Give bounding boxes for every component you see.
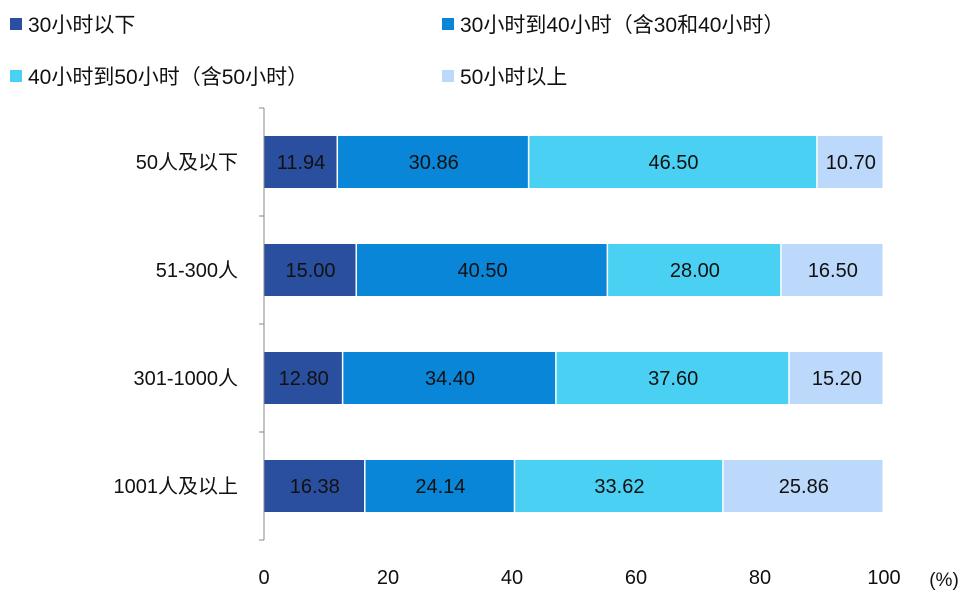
category-label: 51-300人 bbox=[156, 259, 238, 282]
data-label: 37.60 bbox=[648, 368, 698, 390]
x-tick-label: 80 bbox=[749, 567, 771, 589]
category-label: 1001人及以上 bbox=[114, 475, 239, 498]
bar-segment bbox=[817, 136, 883, 188]
legend-item-30-40h: 30小时到40小时（含30和40小时） bbox=[442, 9, 784, 39]
x-tick-label: 40 bbox=[501, 567, 523, 589]
bar-segment bbox=[608, 244, 781, 296]
bar-segment bbox=[781, 244, 883, 296]
bar-segment bbox=[556, 352, 789, 404]
x-tick-label: 20 bbox=[377, 567, 399, 589]
legend-label: 30小时以下 bbox=[28, 14, 136, 37]
bar-segment bbox=[789, 352, 883, 404]
category-label: 50人及以下 bbox=[136, 151, 238, 174]
legend-item-over-50h: 50小时以上 bbox=[442, 61, 567, 91]
bar-segment bbox=[264, 244, 356, 296]
legend-label: 30小时到40小时（含30和40小时） bbox=[460, 14, 785, 37]
data-label: 30.86 bbox=[409, 152, 459, 174]
data-label: 12.80 bbox=[279, 368, 329, 390]
bar-segment bbox=[264, 136, 337, 188]
bar-segment bbox=[343, 352, 556, 404]
data-label: 46.50 bbox=[648, 152, 698, 174]
x-tick-label: 100 bbox=[867, 567, 900, 589]
legend-swatch bbox=[10, 18, 22, 30]
x-unit-label: (%) bbox=[929, 570, 959, 591]
x-tick-label: 0 bbox=[258, 567, 269, 589]
chart-legend: 30小时以下 30小时到40小时（含30和40小时） 40小时到50小时（含50… bbox=[0, 0, 962, 100]
legend-swatch bbox=[442, 18, 454, 30]
data-label: 34.40 bbox=[425, 368, 475, 390]
bar-segment bbox=[529, 136, 817, 188]
legend-label: 50小时以上 bbox=[460, 66, 568, 89]
legend-swatch bbox=[442, 70, 454, 82]
legend-item-under-30h: 30小时以下 bbox=[10, 9, 135, 39]
x-tick-label: 60 bbox=[625, 567, 647, 589]
bar-segment bbox=[365, 460, 514, 512]
bar-segment bbox=[264, 460, 365, 512]
data-label: 15.20 bbox=[812, 368, 862, 390]
data-label: 28.00 bbox=[670, 260, 720, 282]
category-label: 301-1000人 bbox=[133, 367, 238, 390]
data-label: 33.62 bbox=[594, 476, 644, 498]
data-label: 11.94 bbox=[277, 152, 326, 174]
data-label: 16.38 bbox=[290, 476, 340, 498]
bar-segment bbox=[357, 244, 607, 296]
data-label: 15.00 bbox=[285, 260, 335, 282]
bar-segment bbox=[723, 460, 883, 512]
data-label: 25.86 bbox=[779, 476, 829, 498]
legend-label: 40小时到50小时（含50小时） bbox=[28, 66, 309, 89]
data-label: 40.50 bbox=[458, 260, 508, 282]
data-label: 10.70 bbox=[826, 152, 876, 174]
bar-segment bbox=[338, 136, 528, 188]
data-label: 16.50 bbox=[808, 260, 858, 282]
legend-item-40-50h: 40小时到50小时（含50小时） bbox=[10, 61, 308, 91]
data-label: 24.14 bbox=[415, 476, 465, 498]
bar-segment bbox=[264, 352, 342, 404]
legend-swatch bbox=[10, 70, 22, 82]
bar-segment bbox=[515, 460, 723, 512]
